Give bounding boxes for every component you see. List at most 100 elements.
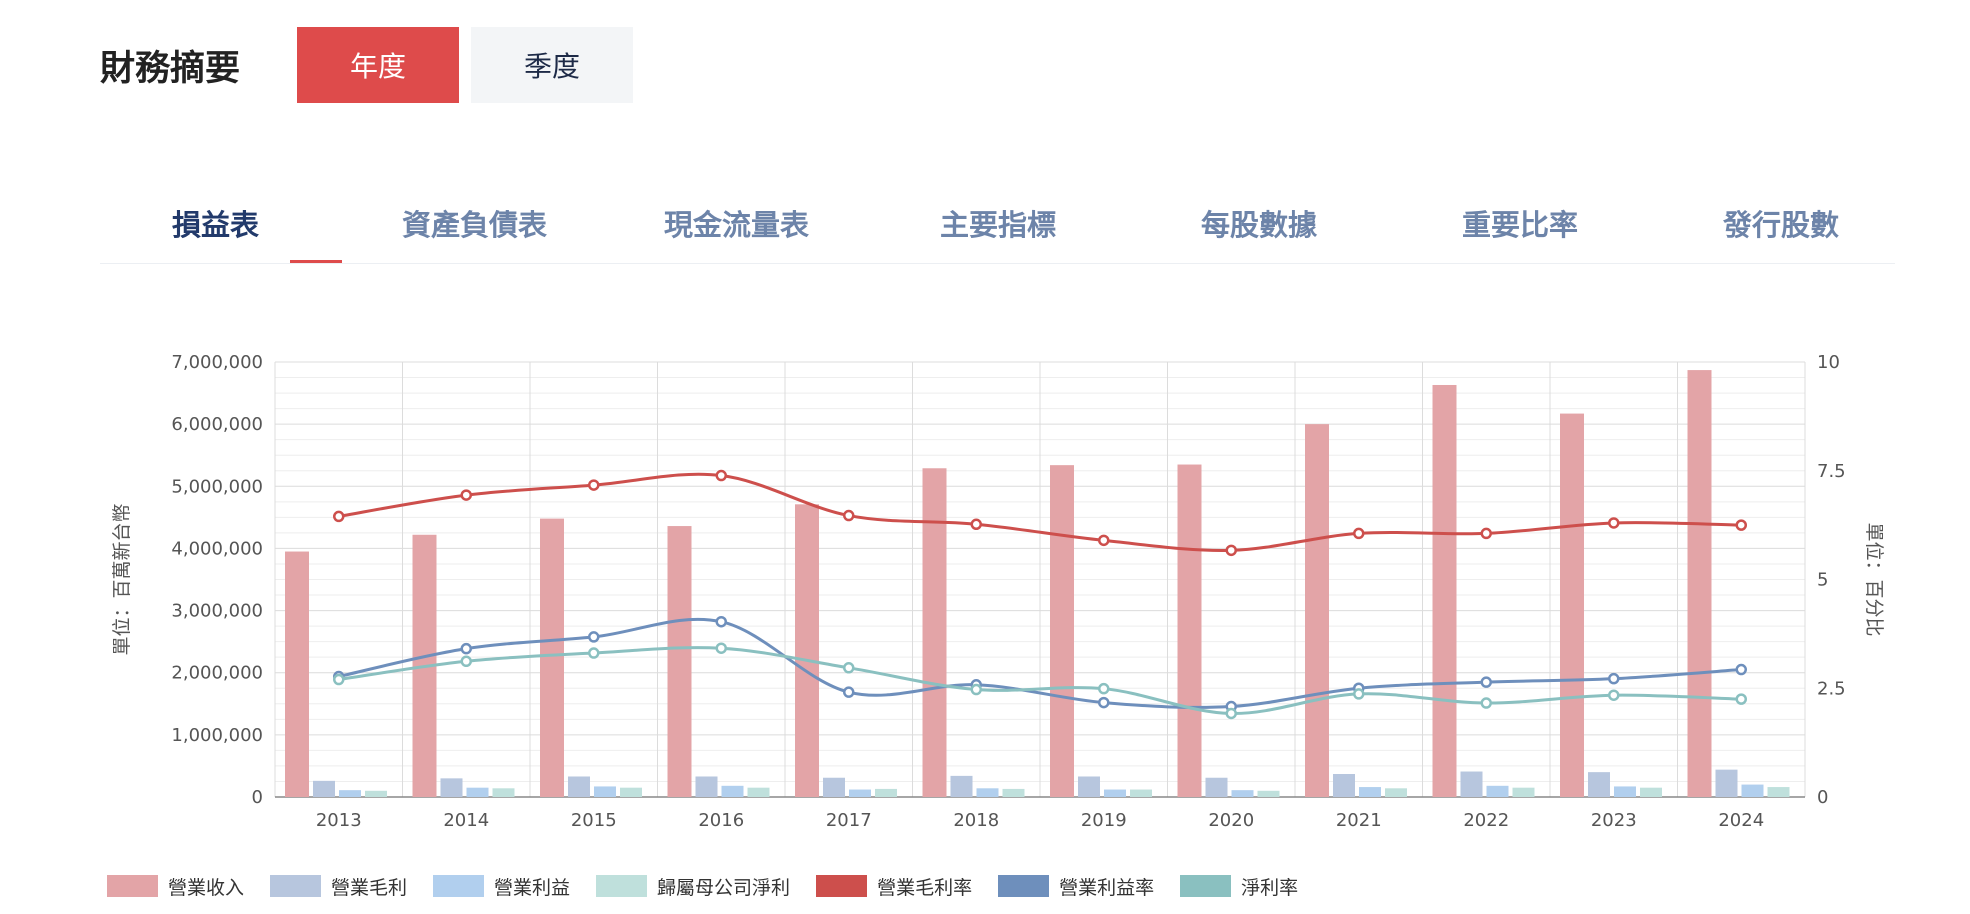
- tab-income-statement[interactable]: 損益表: [172, 208, 260, 242]
- point-0-2014: [460, 489, 472, 501]
- bar-0-2022: [1432, 384, 1457, 797]
- point-1-2016: [715, 615, 727, 628]
- bar-1-2017: [823, 777, 845, 797]
- bar-0-2024: [1687, 370, 1712, 797]
- bar-0-2016: [667, 526, 692, 797]
- y-tick-label: 4,000,000: [171, 538, 263, 559]
- y-tick-label: 7,000,000: [171, 352, 263, 373]
- bar-3-2021: [1385, 788, 1407, 797]
- legend-item[interactable]: 營業利益率: [998, 873, 1154, 900]
- legend-item[interactable]: 歸屬母公司淨利: [596, 873, 790, 900]
- bar-0-2019: [1050, 465, 1074, 797]
- bar-0-2018: [922, 468, 947, 797]
- bar-1-2023: [1588, 772, 1610, 797]
- legend-swatch: [270, 875, 322, 897]
- annual-button[interactable]: 年度: [297, 27, 459, 103]
- bar-3-2014: [492, 788, 515, 797]
- y2-axis-title: 單位：百分比: [1863, 522, 1885, 636]
- legend-item[interactable]: 淨利率: [1180, 873, 1298, 900]
- line-series-0: [338, 472, 1742, 552]
- y-tick-label: 6,000,000: [171, 414, 263, 435]
- section-title: 財務摘要: [100, 49, 241, 89]
- tab-per-share-data[interactable]: 每股數據: [1201, 208, 1318, 242]
- legend-swatch: [816, 875, 868, 897]
- point-0-2013: [333, 510, 345, 523]
- bar-0-2023: [1560, 413, 1584, 797]
- y-tick-label: 5,000,000: [171, 476, 263, 497]
- tab-balance-sheet[interactable]: 資產負債表: [402, 208, 548, 242]
- x-tick-label: 2023: [1591, 810, 1637, 831]
- point-0-2023: [1608, 517, 1620, 529]
- x-tick-label: 2024: [1718, 810, 1764, 831]
- point-0-2024: [1735, 519, 1747, 531]
- period-toggle: 年度 季度: [297, 27, 633, 103]
- legend-label: 歸屬母公司淨利: [657, 876, 791, 899]
- y-tick-label: 2,000,000: [171, 663, 263, 684]
- y-tick-label: 0: [252, 787, 263, 808]
- point-2-2020: [1225, 707, 1237, 720]
- x-tick-label: 2020: [1208, 810, 1254, 831]
- y-tick-label: 1,000,000: [171, 725, 263, 746]
- legend-item[interactable]: 營業利益: [433, 873, 570, 900]
- bar-2-2019: [1104, 789, 1126, 797]
- bar-2-2016: [721, 785, 744, 797]
- y2-tick-label: 0: [1817, 787, 1828, 808]
- quarterly-button[interactable]: 季度: [471, 27, 633, 103]
- legend-swatch: [433, 875, 485, 897]
- bar-2-2013: [339, 790, 361, 797]
- bar-3-2013: [365, 790, 387, 797]
- bar-1-2022: [1460, 771, 1483, 797]
- bar-0-2021: [1305, 424, 1329, 797]
- x-tick-label: 2018: [953, 810, 999, 831]
- x-tick-label: 2014: [443, 810, 489, 831]
- tab-key-ratios[interactable]: 重要比率: [1462, 208, 1579, 242]
- bar-2-2022: [1486, 785, 1509, 797]
- line-series-1: [338, 617, 1742, 709]
- point-2-2021: [1353, 688, 1365, 700]
- point-0-2022: [1480, 527, 1492, 540]
- legend-item[interactable]: 營業毛利率: [816, 873, 972, 900]
- legend-swatch: [596, 875, 648, 897]
- legend-item[interactable]: 營業收入: [107, 873, 244, 900]
- legend-swatch: [1180, 875, 1232, 897]
- bar-1-2016: [695, 776, 718, 797]
- bar-1-2024: [1715, 769, 1738, 797]
- y2-tick-label: 7.5: [1817, 461, 1846, 482]
- x-tick-label: 2022: [1463, 810, 1509, 831]
- bar-3-2020: [1257, 790, 1280, 797]
- point-0-2019: [1098, 534, 1110, 547]
- legend-item[interactable]: 營業毛利: [270, 873, 407, 900]
- bar-2-2017: [849, 789, 871, 797]
- bar-1-2020: [1205, 777, 1228, 797]
- y2-tick-label: 2.5: [1817, 678, 1846, 699]
- point-2-2023: [1608, 689, 1620, 701]
- point-1-2014: [460, 642, 472, 655]
- bar-1-2019: [1078, 776, 1100, 797]
- bar-1-2013: [313, 780, 335, 797]
- bar-2-2014: [466, 787, 489, 797]
- statement-tabs: 損益表 資產負債表 現金流量表 主要指標 每股數據 重要比率 發行股數: [100, 180, 1895, 264]
- tab-key-indicators[interactable]: 主要指標: [940, 208, 1057, 242]
- x-tick-label: 2016: [698, 810, 744, 831]
- point-0-2017: [843, 509, 855, 522]
- point-1-2024: [1735, 663, 1747, 676]
- point-2-2017: [843, 662, 855, 674]
- bar-3-2023: [1640, 787, 1662, 797]
- x-tick-label: 2015: [571, 810, 617, 831]
- x-tick-label: 2019: [1081, 810, 1127, 831]
- point-2-2016: [715, 642, 727, 654]
- bar-3-2016: [747, 787, 770, 797]
- point-1-2019: [1098, 696, 1110, 709]
- tab-cash-flow[interactable]: 現金流量表: [664, 208, 810, 242]
- x-tick-label: 2021: [1336, 810, 1382, 831]
- bar-3-2024: [1767, 787, 1790, 797]
- legend-label: 營業毛利: [331, 876, 408, 899]
- bar-1-2014: [440, 778, 463, 797]
- legend-label: 營業毛利率: [877, 876, 973, 899]
- chart-legend: 營業收入 營業毛利 營業利益 歸屬母公司淨利 營業毛利率 營業利益率 淨利率: [107, 873, 1324, 899]
- tab-shares-issued[interactable]: 發行股數: [1723, 208, 1840, 242]
- bar-2-2015: [594, 786, 616, 797]
- y2-tick-label: 10: [1817, 352, 1840, 373]
- bar-3-2018: [1002, 788, 1025, 797]
- bar-2-2023: [1614, 786, 1636, 797]
